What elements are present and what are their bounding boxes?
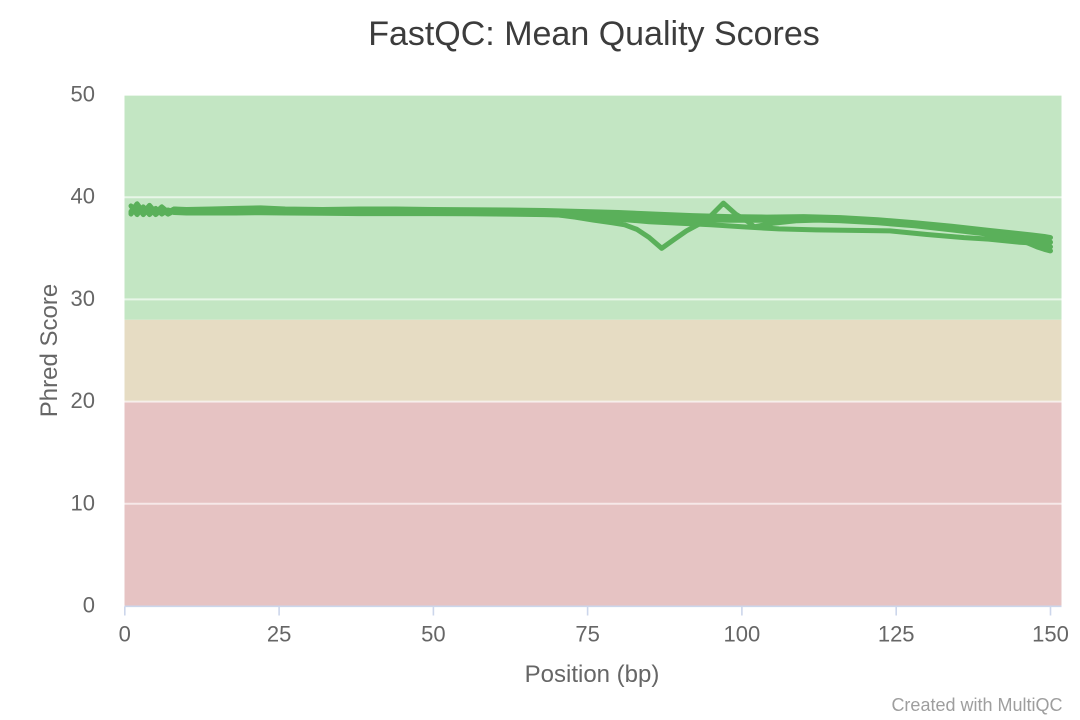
svg-text:Position (bp): Position (bp) — [525, 661, 660, 688]
svg-text:40: 40 — [71, 184, 95, 209]
svg-text:75: 75 — [575, 622, 599, 647]
svg-text:20: 20 — [71, 388, 95, 413]
svg-text:10: 10 — [71, 490, 95, 515]
svg-text:150: 150 — [1032, 622, 1069, 647]
svg-text:Phred Score: Phred Score — [36, 284, 63, 417]
svg-text:0: 0 — [83, 593, 95, 618]
svg-text:30: 30 — [71, 286, 95, 311]
svg-text:50: 50 — [71, 82, 95, 107]
svg-text:50: 50 — [421, 622, 445, 647]
svg-text:Created with MultiQC: Created with MultiQC — [891, 695, 1062, 715]
svg-text:100: 100 — [724, 622, 761, 647]
svg-text:FastQC: Mean Quality Scores: FastQC: Mean Quality Scores — [368, 15, 820, 53]
svg-text:125: 125 — [878, 622, 915, 647]
svg-text:25: 25 — [267, 622, 291, 647]
svg-text:0: 0 — [119, 622, 131, 647]
